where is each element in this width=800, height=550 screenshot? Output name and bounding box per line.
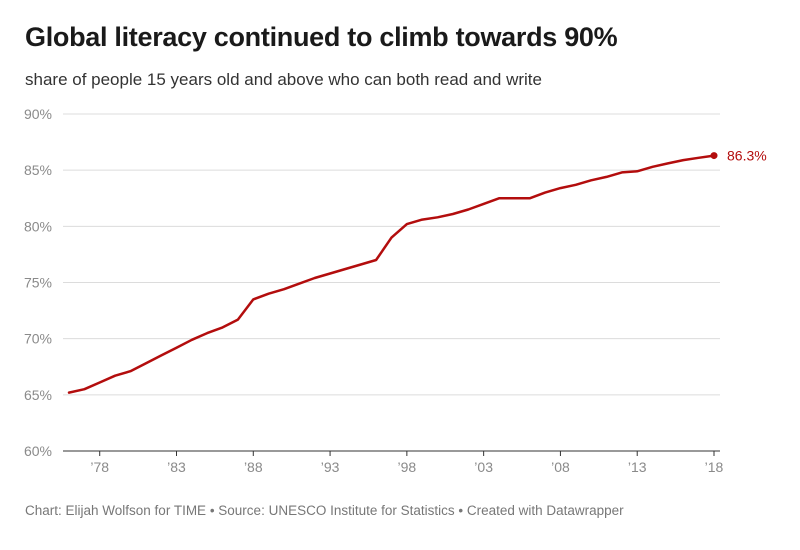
y-tick-label: 60% <box>24 443 52 459</box>
end-value-label: 86.3% <box>727 148 767 164</box>
y-tick-label: 75% <box>24 275 52 291</box>
x-tick-label: ’83 <box>167 459 186 475</box>
chart-footer-credit: Chart: Elijah Wolfson for TIME • Source:… <box>25 503 624 518</box>
literacy-line-chart: 60% 65% 70% 75% 80% 85% 90% ’78 ’83 ’88 ’93 ’98 ’03 ’… <box>24 106 767 475</box>
y-tick-label: 70% <box>24 331 52 347</box>
y-tick-label: 85% <box>24 162 52 178</box>
literacy-series-line <box>67 154 716 394</box>
x-tick-label: ’98 <box>398 459 417 475</box>
end-point-marker <box>710 152 718 160</box>
chart-subtitle: share of people 15 years old and above w… <box>25 70 542 89</box>
x-tick-label: ’08 <box>551 459 570 475</box>
x-tick-label: ’93 <box>321 459 340 475</box>
y-tick-label: 65% <box>24 387 52 403</box>
x-tick-label: ’13 <box>628 459 647 475</box>
chart-title: Global literacy continued to climb towar… <box>25 22 618 52</box>
x-tick-label: ’18 <box>705 459 724 475</box>
x-tick-label: ’88 <box>244 459 263 475</box>
x-tick-label: ’78 <box>90 459 109 475</box>
y-tick-label: 80% <box>24 218 52 234</box>
x-tick-label: ’03 <box>474 459 493 475</box>
y-tick-label: 90% <box>24 106 52 122</box>
